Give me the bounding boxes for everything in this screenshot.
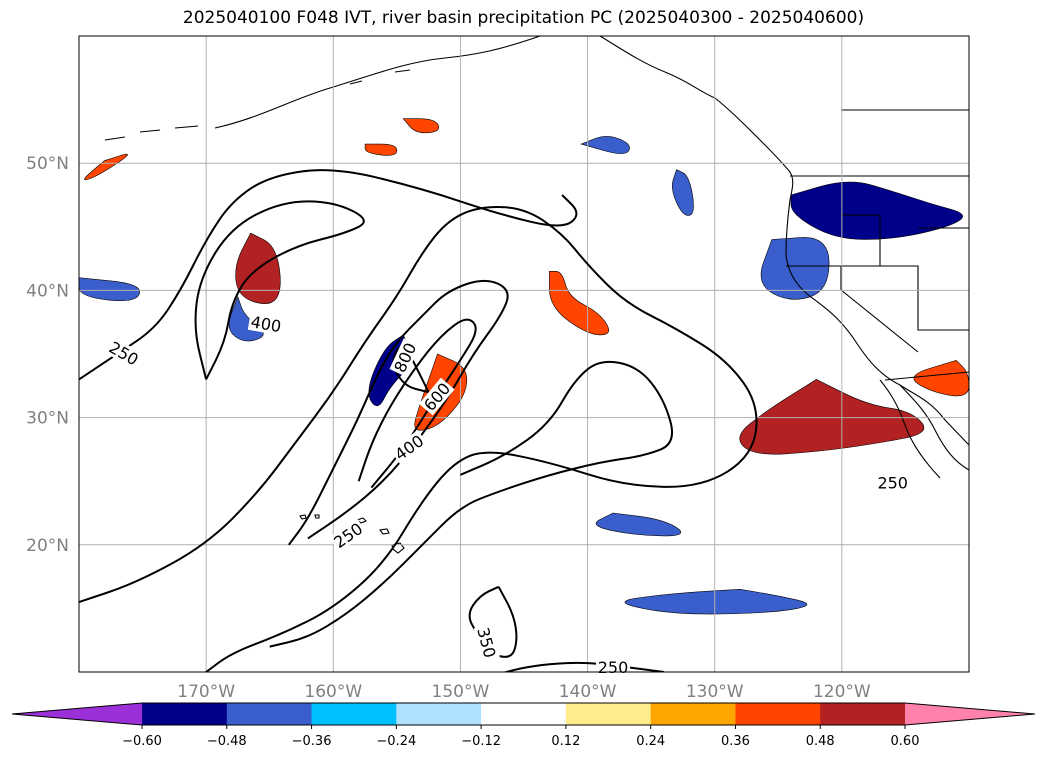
contour-label-bg <box>328 517 368 553</box>
colorbar-tick-label: −0.24 <box>376 734 416 749</box>
contour-label: 250 <box>598 658 629 677</box>
precip-region-12 <box>595 512 682 537</box>
colorbar-segment <box>565 703 652 725</box>
colorbar-tick-label: 0.60 <box>891 734 920 749</box>
colorbar-segment <box>142 703 228 725</box>
precip-region-16 <box>79 277 140 302</box>
colorbar-tick-label: 0.24 <box>636 734 665 749</box>
ivt-contour-250 <box>79 169 578 381</box>
hawaii-islands <box>299 514 405 554</box>
contour-label-bg <box>389 430 429 465</box>
country-borders <box>790 175 969 381</box>
lon-tick-label: 130°W <box>686 682 744 702</box>
lat-tick-label: 40°N <box>26 281 69 301</box>
plot-background <box>79 36 969 672</box>
longitude-axis: 170°W 160°W 150°W 140°W 130°W 120°W <box>177 682 871 702</box>
colorbar-tick-label: −0.48 <box>207 734 247 749</box>
colorbar-segment <box>481 703 567 725</box>
lon-tick-label: 170°W <box>177 682 235 702</box>
contour-label-bg <box>389 338 421 377</box>
latitude-axis: 20°N 30°N 40°N 50°N <box>26 154 69 556</box>
colorbar-segment <box>311 703 397 725</box>
contour-label-bg <box>247 311 285 336</box>
colorbar-segment <box>735 703 821 725</box>
contour-label: 250 <box>877 474 908 493</box>
colorbar-tick-label: −0.60 <box>122 734 162 749</box>
plot-frame <box>78 35 970 673</box>
lon-tick-label: 120°W <box>813 682 871 702</box>
colorbar-tick-label: −0.12 <box>461 734 501 749</box>
chart-title: 2025040100 F048 IVT, river basin precipi… <box>182 8 865 28</box>
lat-tick-label: 20°N <box>26 536 69 556</box>
precip-region-14 <box>672 169 694 216</box>
colorbar: −0.60 −0.48 −0.36 −0.24 −0.12 0.12 0.24 0.36 0.4… <box>11 702 1036 749</box>
lon-tick-label: 150°W <box>432 682 490 702</box>
alaska-coastline <box>214 36 716 129</box>
aleutian-islands <box>104 69 411 141</box>
colorbar-tick-label: 0.48 <box>806 734 835 749</box>
ivt-contour-400 <box>194 200 365 380</box>
contour-label-bg <box>418 377 455 416</box>
contour-label-bg <box>473 623 500 662</box>
precip-region-6 <box>364 143 398 156</box>
colorbar-extend-low <box>12 703 142 725</box>
colorbar-segment <box>650 703 736 725</box>
ivt-contour-250 <box>79 206 758 672</box>
precip-region-9 <box>760 237 830 300</box>
baja-california <box>879 379 969 479</box>
west-coast-coastline <box>714 97 969 446</box>
colorbar-tick-label: −0.36 <box>292 734 332 749</box>
ivt-contours <box>79 169 758 672</box>
precip-region-0 <box>739 379 925 455</box>
ivt-contour-400 <box>287 279 509 546</box>
contour-label-bg <box>875 473 910 492</box>
coastlines <box>104 36 969 554</box>
lat-tick-label: 50°N <box>26 154 69 174</box>
colorbar-tick-label: 0.36 <box>721 734 750 749</box>
ivt-contour-400 <box>269 360 674 648</box>
lon-tick-label: 140°W <box>559 682 617 702</box>
lon-tick-label: 160°W <box>304 682 362 702</box>
precip-region-11 <box>624 588 808 615</box>
colorbar-segment <box>820 703 906 725</box>
colorbar-segment <box>396 703 482 725</box>
state-borders <box>786 109 969 353</box>
contour-label-bg <box>104 336 144 370</box>
precip-region-7 <box>549 270 610 336</box>
colorbar-segment <box>226 703 313 725</box>
lat-tick-label: 30°N <box>26 409 69 429</box>
precip-region-8 <box>790 181 963 240</box>
colorbar-extend-high <box>905 703 1035 725</box>
colorbar-tick-label: 0.12 <box>551 734 580 749</box>
graticule <box>79 36 969 672</box>
precip-region-5 <box>402 118 440 134</box>
precip-region-13 <box>580 136 630 154</box>
precip-pc-fills <box>79 118 969 615</box>
precip-region-3 <box>913 360 969 397</box>
